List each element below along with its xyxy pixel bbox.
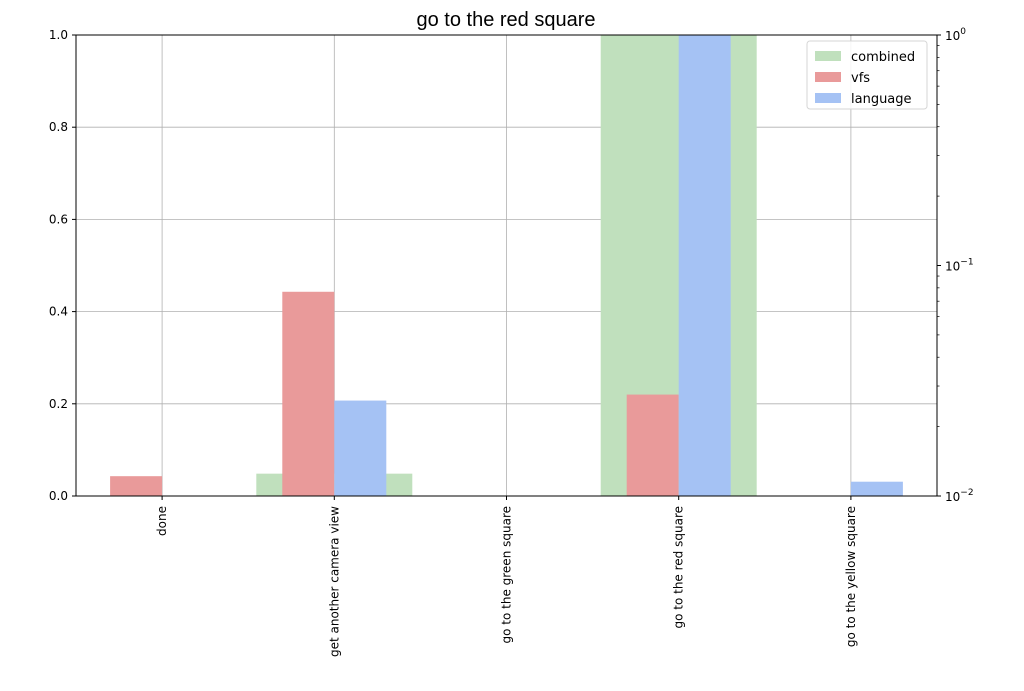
- y-tick-label: 1.0: [49, 28, 68, 42]
- legend-swatch-combined: [815, 51, 841, 61]
- y-tick-label: 0.2: [49, 397, 68, 411]
- chart-title: go to the red square: [416, 9, 595, 31]
- bar-vfs: [626, 394, 679, 496]
- y2-tick-label: 10−2: [945, 488, 974, 504]
- legend-swatch-language: [815, 93, 841, 103]
- y2-tick-label: 10−1: [945, 258, 974, 274]
- x-tick-label: get another camera view: [327, 506, 341, 657]
- x-tick-label: go to the red square: [672, 506, 686, 629]
- bar-vfs: [110, 476, 163, 496]
- y-tick-label: 0.0: [49, 489, 68, 503]
- y-tick-label: 0.8: [49, 120, 68, 134]
- x-tick-label: go to the yellow square: [844, 506, 858, 647]
- legend-label-combined: combined: [851, 50, 915, 65]
- legend-swatch-vfs: [815, 72, 841, 82]
- bar-language: [850, 481, 903, 496]
- y-tick-label: 0.6: [49, 212, 68, 226]
- legend: combined vfs language: [806, 40, 928, 110]
- x-tick-label: go to the green square: [500, 506, 514, 644]
- bar-language: [334, 400, 387, 496]
- legend-label-language: language: [851, 92, 912, 107]
- y-tick-label: 0.4: [49, 305, 68, 319]
- x-tick-label: done: [155, 506, 169, 536]
- y2-tick-label: 100: [945, 27, 966, 43]
- legend-label-vfs: vfs: [851, 71, 870, 86]
- bar-language: [678, 35, 731, 496]
- bar-vfs: [282, 291, 335, 496]
